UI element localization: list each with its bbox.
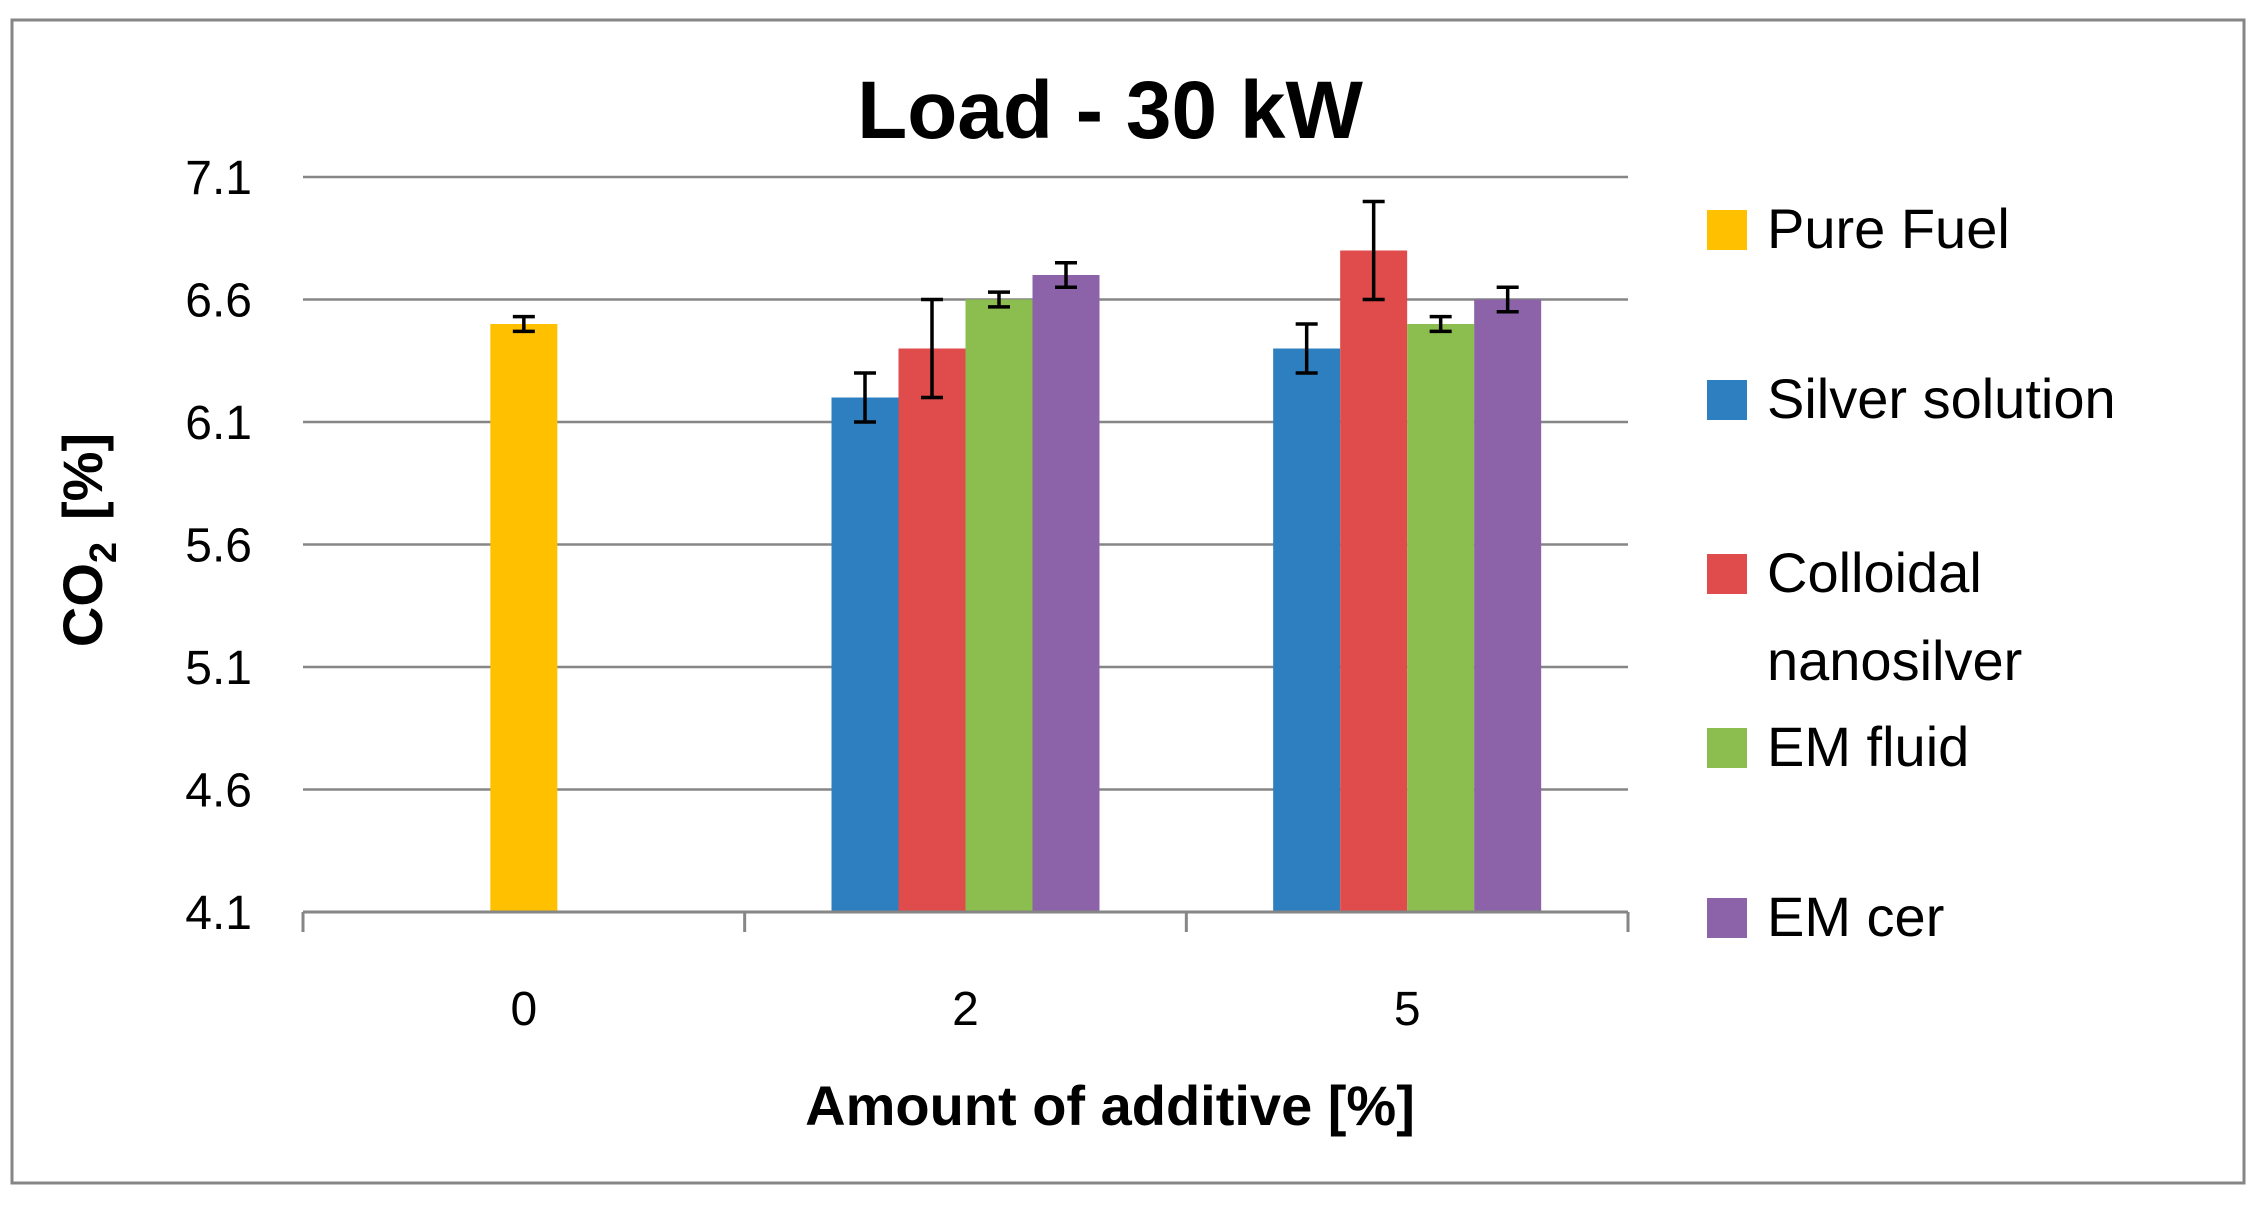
y-axis-title-main: CO [51, 563, 114, 647]
chart-border [10, 18, 2246, 1185]
legend-label: EM cer [1767, 885, 1944, 948]
legend-label: EM fluid [1767, 715, 1969, 778]
y-tick-label: 4.1 [185, 887, 252, 940]
y-tick-label: 4.6 [185, 765, 252, 818]
svg-text:CO2[%]: CO2 [%] [51, 433, 125, 647]
legend-swatch-em-fluid [1707, 728, 1747, 768]
x-axis [301, 910, 1630, 932]
legend-swatch-colloidal-nanosilver [1707, 554, 1747, 594]
chart-title: Load - 30 kW [857, 65, 1363, 156]
y-tick-label: 5.1 [185, 642, 252, 695]
bar-pure-fuel-0 [490, 324, 558, 912]
legend-label: nanosilver [1767, 629, 2022, 692]
y-axis-ticks: 4.1 4.6 5.1 5.6 6.1 6.6 7.1 [185, 152, 252, 940]
x-axis-title: Amount of additive [%] [805, 1074, 1415, 1137]
legend-swatch-pure-fuel [1707, 210, 1747, 250]
y-tick-label: 6.6 [185, 275, 252, 328]
legend-swatch-em-cer [1707, 898, 1747, 938]
bar-em-cer-5 [1474, 299, 1542, 912]
y-tick-label: 6.1 [185, 397, 252, 450]
error-bars [512, 199, 1519, 424]
bar-silver-solution-5 [1273, 348, 1341, 912]
x-axis-ticks: 0 2 5 [510, 983, 1420, 1036]
x-tick-label: 5 [1394, 983, 1421, 1036]
bar-colloidal-nanosilver-5 [1340, 250, 1408, 912]
bar-colloidal-nanosilver-2 [898, 348, 966, 912]
legend-label: Pure Fuel [1767, 197, 2010, 260]
legend-swatch-silver-solution [1707, 380, 1747, 420]
bar-em-fluid-5 [1407, 324, 1475, 912]
y-axis-title: CO2 [%] [51, 433, 125, 647]
y-axis-title-subscript: 2 [83, 542, 125, 563]
x-tick-label: 0 [510, 983, 537, 1036]
y-tick-label: 5.6 [185, 520, 252, 573]
bar-silver-solution-2 [831, 397, 899, 912]
legend-label: Colloidal [1767, 541, 1982, 604]
y-axis-title-unit: [%] [51, 433, 114, 520]
bar-em-cer-2 [1032, 275, 1100, 912]
legend-label: Silver solution [1767, 367, 2116, 430]
bar-em-fluid-2 [965, 299, 1033, 912]
y-tick-label: 7.1 [185, 152, 252, 205]
x-tick-label: 2 [952, 983, 979, 1036]
bars [490, 250, 1542, 912]
legend: Pure Fuel Silver solution Colloidal nanosil… [1707, 197, 2116, 948]
